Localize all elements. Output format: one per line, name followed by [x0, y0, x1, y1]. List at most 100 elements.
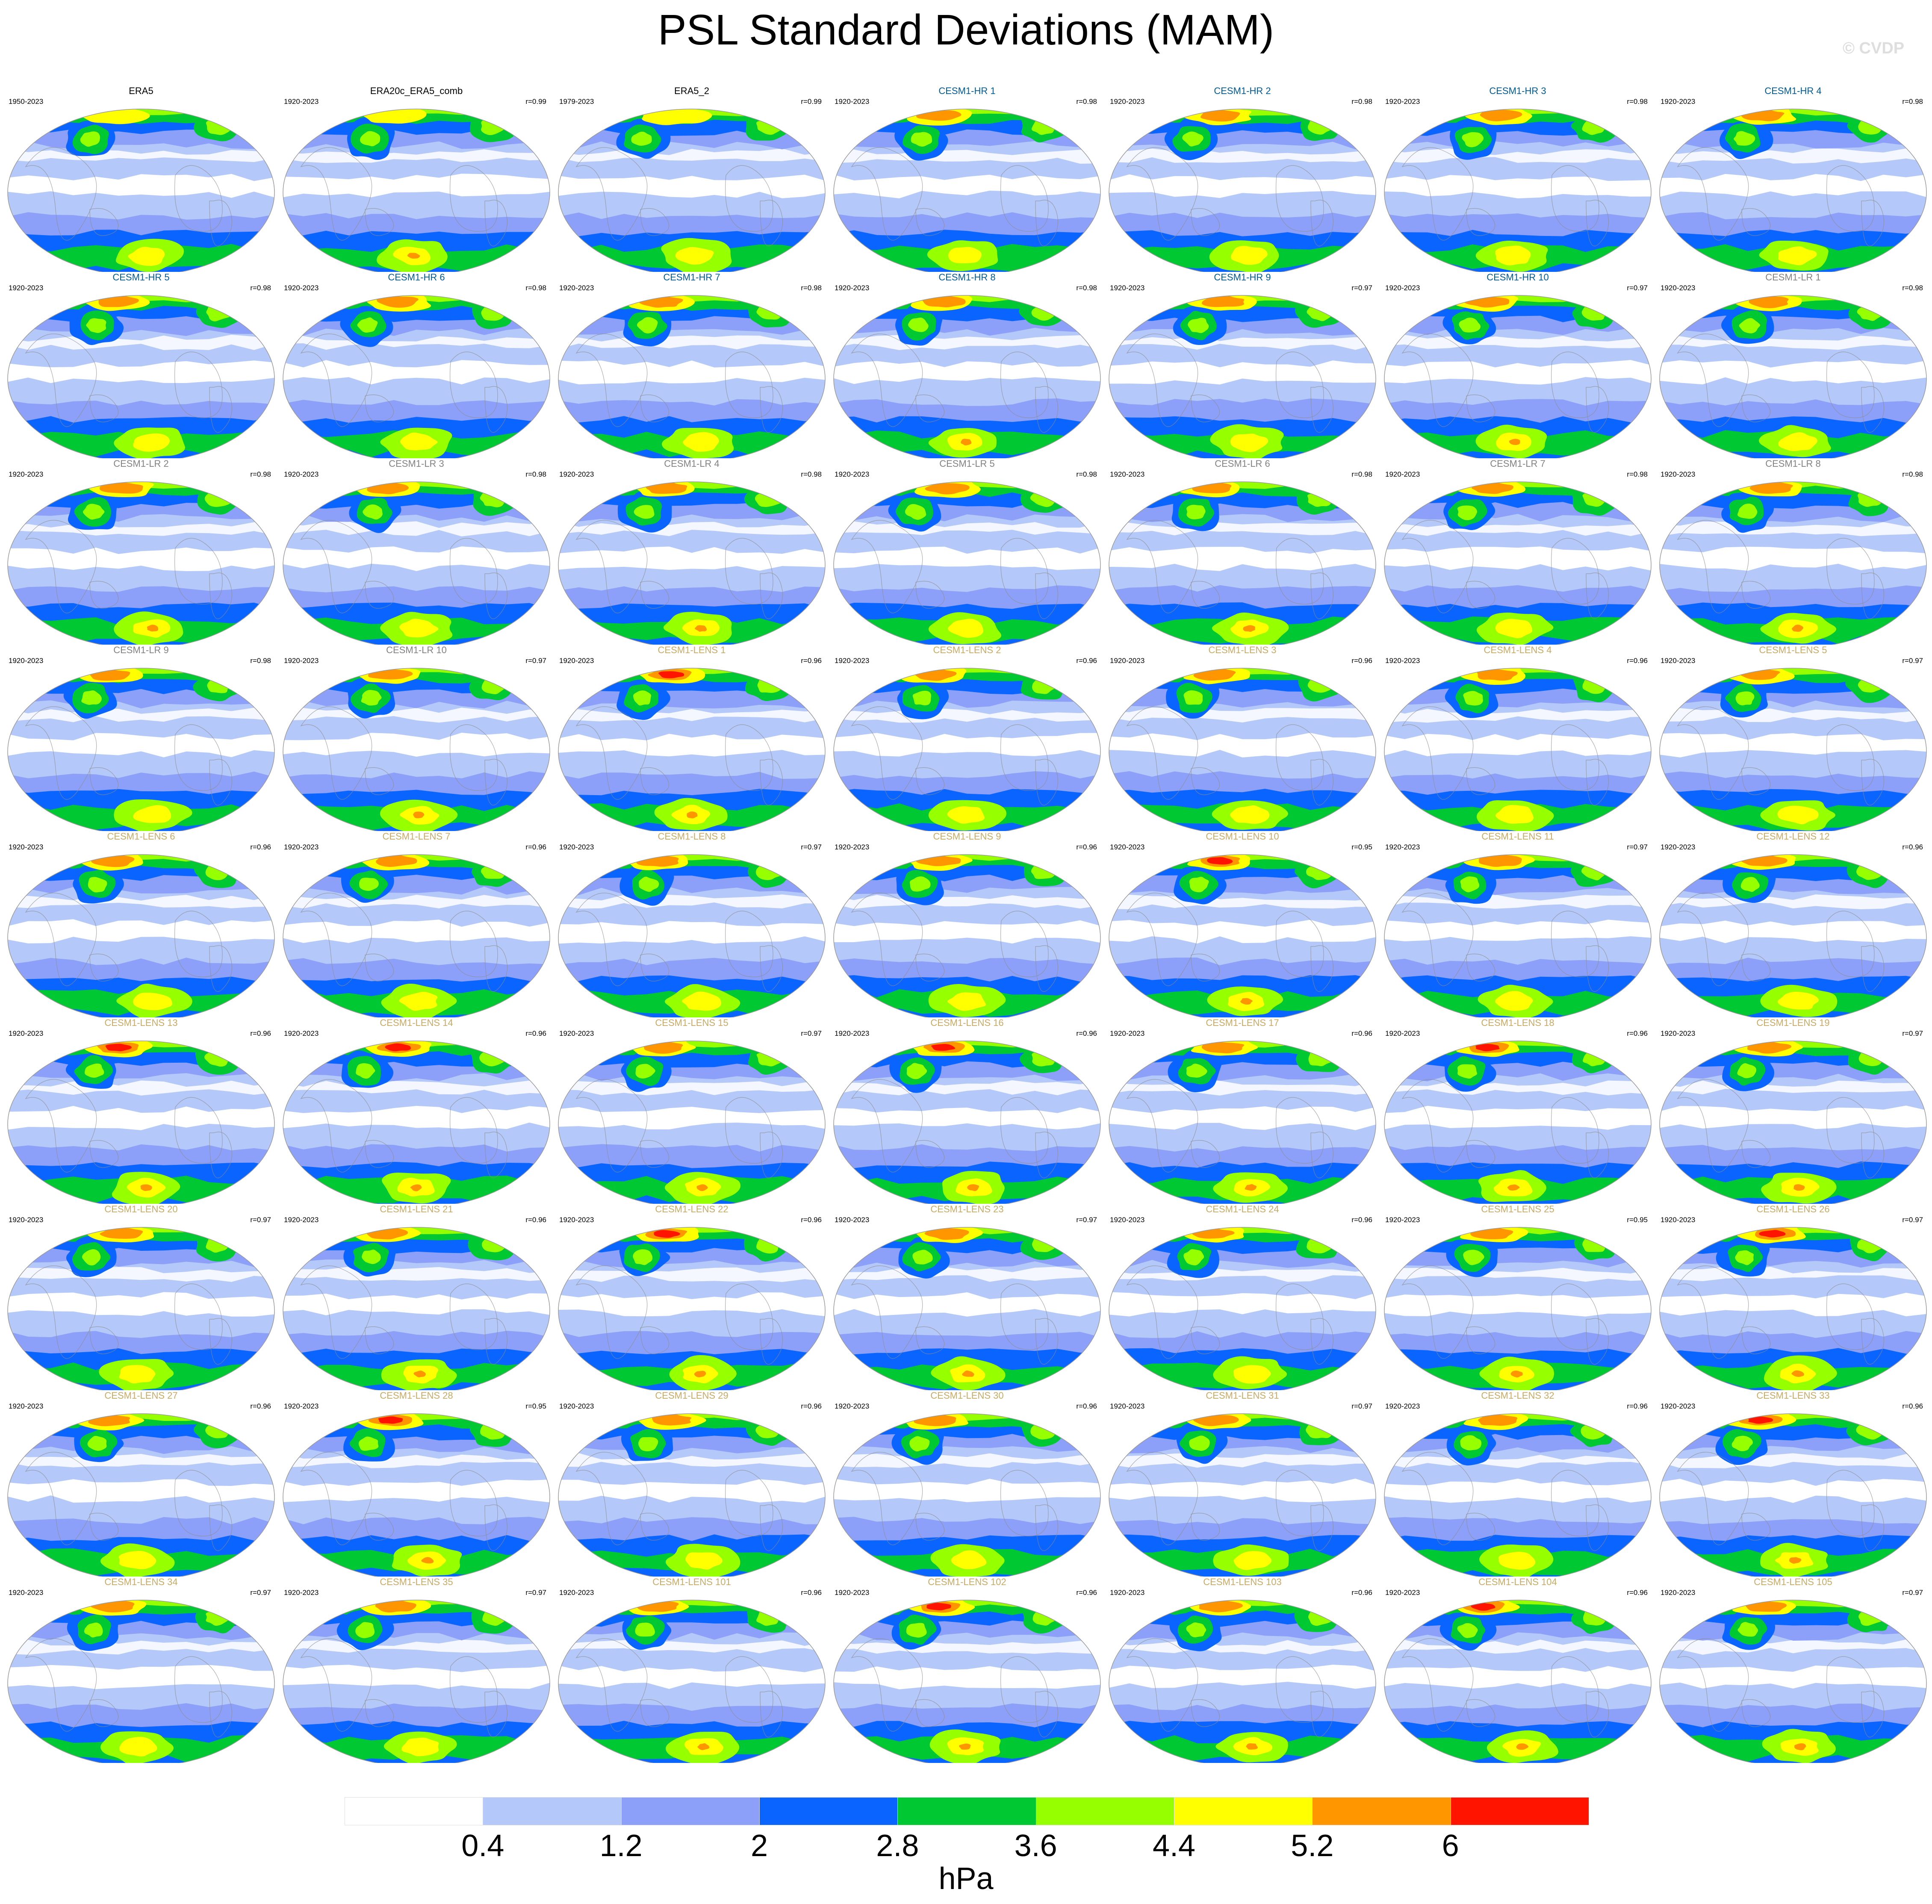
psl-map [1659, 1600, 1927, 1763]
map-panel: CESM1-LENS 31 1920-2023 r=0.97 [1105, 1390, 1380, 1577]
psl-map [1109, 1600, 1376, 1763]
panel-correlation: r=0.98 [250, 284, 271, 292]
psl-map [283, 481, 550, 645]
psl-map [1384, 295, 1652, 458]
panel-title: CESM1-LENS 23 [930, 1204, 1004, 1214]
panel-years: 1920-2023 [1110, 1029, 1145, 1037]
panel-years: 1920-2023 [284, 657, 319, 665]
psl-map [833, 1040, 1101, 1204]
panel-years: 1920-2023 [9, 284, 44, 292]
map-panel: CESM1-LENS 103 1920-2023 r=0.96 [1105, 1577, 1380, 1763]
panel-correlation: r=0.96 [1902, 843, 1923, 851]
panel-correlation: r=0.96 [1627, 1589, 1648, 1597]
panel-correlation: r=0.97 [250, 1589, 271, 1597]
map-panel: CESM1-HR 4 1920-2023 r=0.98 [1655, 85, 1931, 272]
psl-map [1384, 1600, 1652, 1763]
panel-correlation: r=0.96 [1076, 1589, 1097, 1597]
colorbar-tick-label: 4.4 [1152, 1829, 1196, 1863]
map-panel: CESM1-LENS 101 1920-2023 r=0.96 [554, 1577, 829, 1763]
map-panel: CESM1-HR 10 1920-2023 r=0.97 [1380, 272, 1655, 458]
map-panel: CESM1-LR 6 1920-2023 r=0.98 [1105, 458, 1380, 645]
psl-map [558, 1040, 826, 1204]
panel-correlation: r=0.96 [1351, 1029, 1372, 1037]
figure-title: PSL Standard Deviations (MAM) [658, 6, 1274, 54]
panel-years: 1920-2023 [835, 1216, 870, 1224]
panel-title: CESM1-LENS 105 [1754, 1577, 1832, 1587]
panel-correlation: r=0.96 [250, 1402, 271, 1410]
panel-correlation: r=0.96 [250, 843, 271, 851]
panel-correlation: r=0.95 [525, 1402, 546, 1410]
psl-map [7, 1227, 275, 1390]
colorbar-swatch [483, 1797, 622, 1825]
panel-years: 1920-2023 [835, 1029, 870, 1037]
psl-map [833, 1413, 1101, 1577]
map-panel: CESM1-LENS 32 1920-2023 r=0.96 [1380, 1390, 1655, 1577]
panel-title: CESM1-LENS 6 [107, 831, 175, 842]
psl-map [283, 295, 550, 458]
map-panel: CESM1-LENS 25 1920-2023 r=0.95 [1380, 1204, 1655, 1390]
map-panel: CESM1-HR 7 1920-2023 r=0.98 [554, 272, 829, 458]
psl-map [1659, 295, 1927, 458]
panel-title: CESM1-LENS 5 [1759, 645, 1827, 655]
panel-correlation: r=0.95 [1627, 1216, 1648, 1224]
psl-map [833, 668, 1101, 831]
panel-years: 1920-2023 [1385, 470, 1420, 478]
psl-map [1109, 481, 1376, 645]
panel-years: 1920-2023 [9, 657, 44, 665]
panel-years: 1920-2023 [1110, 1589, 1145, 1597]
panel-years: 1920-2023 [1661, 284, 1696, 292]
psl-map [7, 1040, 275, 1204]
panel-title: CESM1-LENS 15 [655, 1017, 729, 1028]
map-panel: CESM1-LENS 16 1920-2023 r=0.96 [829, 1017, 1105, 1204]
panel-correlation: r=0.97 [1902, 1029, 1923, 1037]
panel-title: CESM1-HR 9 [1214, 272, 1271, 283]
panel-correlation: r=0.97 [1351, 284, 1372, 292]
panel-title: CESM1-LENS 101 [652, 1577, 731, 1587]
psl-map [7, 1413, 275, 1577]
panel-correlation: r=0.96 [1076, 1402, 1097, 1410]
panel-correlation: r=0.97 [1902, 657, 1923, 665]
panel-title: CESM1-LENS 102 [928, 1577, 1006, 1587]
psl-map [1659, 668, 1927, 831]
psl-map [283, 854, 550, 1017]
psl-map [1659, 481, 1927, 645]
panel-title: CESM1-LENS 103 [1203, 1577, 1282, 1587]
panel-title: CESM1-LENS 22 [655, 1204, 729, 1214]
panel-title: CESM1-LENS 2 [933, 645, 1001, 655]
panel-title: CESM1-LENS 27 [104, 1390, 178, 1401]
map-panel: CESM1-LENS 33 1920-2023 r=0.96 [1655, 1390, 1931, 1577]
psl-map [1384, 481, 1652, 645]
panel-years: 1920-2023 [1110, 1402, 1145, 1410]
panel-title: CESM1-LR 1 [1765, 272, 1821, 283]
map-panel: CESM1-LR 7 1920-2023 r=0.98 [1380, 458, 1655, 645]
map-panel: CESM1-LENS 19 1920-2023 r=0.97 [1655, 1017, 1931, 1204]
map-panel: CESM1-HR 1 1920-2023 r=0.98 [829, 85, 1105, 272]
psl-map [1384, 854, 1652, 1017]
panel-correlation: r=0.97 [1902, 1216, 1923, 1224]
panel-correlation: r=0.97 [525, 1589, 546, 1597]
panel-title: CESM1-HR 7 [663, 272, 720, 283]
psl-map [1109, 854, 1376, 1017]
panel-title: CESM1-LENS 25 [1481, 1204, 1554, 1214]
credit-label: © CVDP [1843, 39, 1905, 57]
panel-correlation: r=0.98 [1076, 470, 1097, 478]
colorbar-units-label: hPa [938, 1862, 994, 1896]
panel-correlation: r=0.96 [1351, 1216, 1372, 1224]
psl-map [1109, 1040, 1376, 1204]
panel-title: CESM1-LENS 4 [1484, 645, 1552, 655]
panel-years: 1920-2023 [1110, 1216, 1145, 1224]
psl-map [1109, 668, 1376, 831]
panel-correlation: r=0.96 [1076, 843, 1097, 851]
map-panel: CESM1-LENS 20 1920-2023 r=0.97 [3, 1204, 279, 1390]
map-panel: CESM1-LENS 21 1920-2023 r=0.96 [279, 1204, 554, 1390]
map-panel: CESM1-LENS 1 1920-2023 r=0.96 [554, 645, 829, 831]
panel-correlation: r=0.96 [1076, 1029, 1097, 1037]
panel-correlation: r=0.98 [525, 284, 546, 292]
map-panel: CESM1-LENS 6 1920-2023 r=0.96 [3, 831, 279, 1017]
map-panel: CESM1-LENS 8 1920-2023 r=0.97 [554, 831, 829, 1017]
psl-map [833, 109, 1101, 272]
map-panel: CESM1-LENS 27 1920-2023 r=0.96 [3, 1390, 279, 1577]
colorbar-swatch [759, 1797, 898, 1825]
panel-years: 1920-2023 [284, 97, 319, 106]
